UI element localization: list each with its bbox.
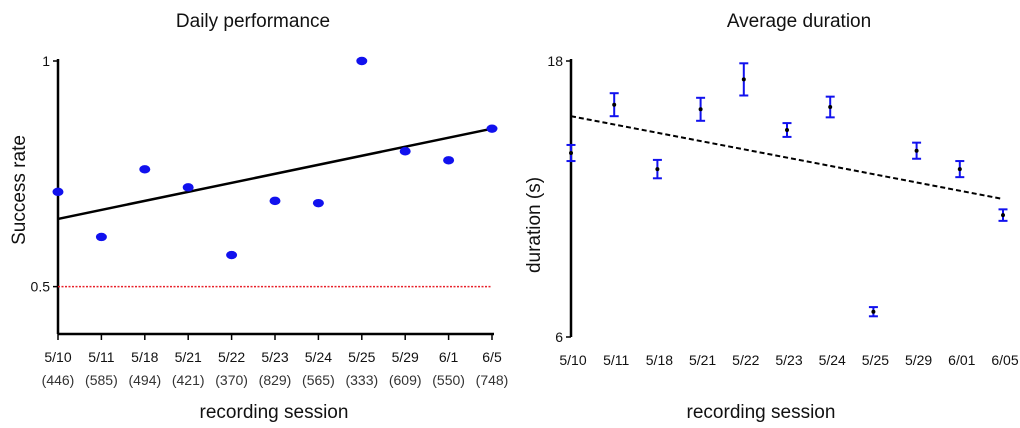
trial-count-label: (446)	[42, 372, 75, 388]
trial-count-label: (748)	[476, 372, 509, 388]
x-axis-label-recording-session-left: recording session	[200, 402, 349, 423]
trial-count-label: (494)	[128, 372, 161, 388]
data-point	[828, 105, 833, 109]
x-tick-label: 5/10	[559, 352, 586, 368]
data-point	[356, 56, 368, 66]
x-tick-label: 5/23	[775, 352, 802, 368]
data-point	[741, 77, 746, 82]
x-tick-label: 5/21	[689, 352, 716, 368]
data-point	[698, 107, 703, 112]
data-point	[182, 183, 194, 192]
x-tick-label: 5/21	[175, 349, 202, 365]
x-tick-label: 5/24	[819, 352, 846, 368]
data-point	[269, 196, 281, 206]
trial-count-label: (333)	[345, 372, 378, 388]
data-point	[914, 148, 919, 153]
data-point	[612, 102, 617, 107]
data-point	[399, 147, 411, 156]
data-point	[569, 151, 573, 155]
trial-count-label: (565)	[302, 372, 335, 388]
trend-line-left	[57, 127, 493, 221]
y-axis-label-duration: duration (s)	[524, 177, 545, 273]
trial-count-label: (370)	[215, 372, 248, 388]
data-point	[139, 165, 151, 174]
y-tick-label: 18	[547, 53, 563, 69]
data-point	[785, 128, 789, 132]
chart-title-average-duration: Average duration	[727, 11, 871, 32]
x-tick-label: 5/23	[261, 349, 288, 365]
x-tick-label: 6/01	[948, 352, 975, 368]
average-duration-chart: Average duration duration (s) recording …	[524, 11, 1019, 423]
data-point	[1001, 213, 1005, 218]
daily-performance-chart: Daily performance Success rate recording…	[9, 11, 508, 423]
chart-title-daily-performance: Daily performance	[176, 11, 330, 32]
data-point	[443, 156, 455, 165]
y-tick-label: 6	[555, 329, 563, 345]
data-point	[957, 167, 962, 172]
x-tick-label: 5/29	[392, 349, 419, 365]
x-tick-label: 5/11	[88, 349, 114, 365]
x-tick-label: 5/22	[732, 352, 759, 368]
trial-count-label: (829)	[259, 372, 292, 388]
x-tick-label: 5/25	[862, 352, 889, 368]
trial-count-label: (421)	[172, 372, 205, 388]
data-point	[95, 232, 107, 242]
x-tick-label: 6/5	[482, 349, 502, 365]
trial-count-label: (550)	[432, 372, 465, 388]
y-axis-label-success-rate: Success rate	[9, 135, 30, 245]
x-tick-label: 5/18	[131, 349, 158, 365]
x-tick-label: 5/29	[905, 352, 932, 368]
trial-count-label: (585)	[85, 372, 118, 388]
x-tick-label: 5/24	[305, 349, 332, 365]
y-tick-label: 0.5	[31, 279, 51, 295]
y-tick-label: 1	[42, 53, 50, 69]
data-point	[312, 198, 324, 208]
data-point	[871, 309, 876, 314]
x-tick-label: 5/10	[44, 349, 71, 365]
x-tick-label: 5/22	[218, 349, 245, 365]
trend-line-right	[570, 115, 1004, 200]
data-point	[226, 250, 238, 260]
x-tick-label: 6/05	[991, 352, 1018, 368]
x-tick-label: 5/11	[603, 352, 629, 368]
x-tick-label: 5/18	[646, 352, 673, 368]
x-axis-label-recording-session-right: recording session	[687, 402, 836, 423]
data-point	[52, 187, 64, 197]
data-point	[486, 124, 498, 133]
trial-count-label: (609)	[389, 372, 422, 388]
data-point	[655, 167, 660, 172]
x-tick-label: 6/1	[439, 349, 459, 365]
x-tick-label: 5/25	[348, 349, 375, 365]
